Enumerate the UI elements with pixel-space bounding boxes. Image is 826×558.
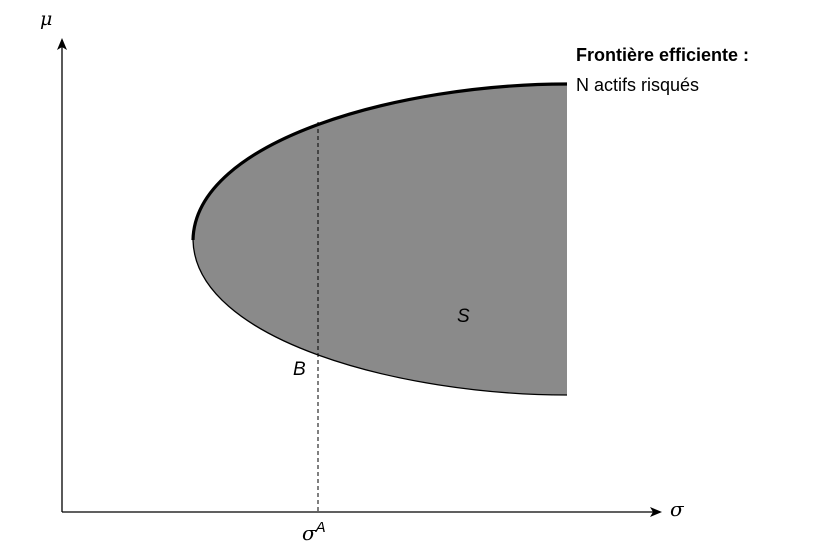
x-axis-label: σ — [670, 497, 685, 521]
y-axis-label: μ — [40, 8, 52, 30]
point-b-label: B — [293, 359, 306, 380]
sigma-a-label: σA — [302, 519, 326, 545]
legend-subtitle: N actifs risqués — [576, 75, 699, 95]
sigma-a-superscript: A — [315, 519, 326, 536]
legend-title: Frontière efficiente : — [576, 45, 749, 65]
set-s-label: S — [457, 306, 470, 327]
sigma-a-base: σ — [302, 521, 317, 545]
feasible-region — [193, 84, 567, 395]
